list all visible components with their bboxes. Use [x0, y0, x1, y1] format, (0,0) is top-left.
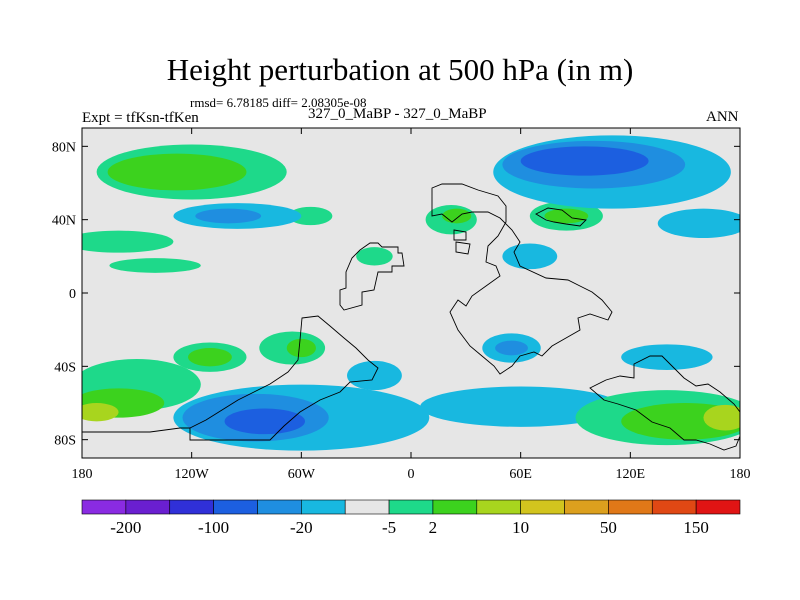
coastline-peninsula	[535, 207, 587, 227]
colorbar-swatch	[564, 499, 609, 515]
x-tick-label: 180	[730, 467, 751, 482]
contour-region	[195, 208, 262, 224]
coastline-south-america	[189, 315, 379, 441]
colorbar-label: -200	[110, 518, 141, 537]
x-tick-label: 60W	[288, 467, 316, 482]
colorbar-label: 50	[600, 518, 617, 537]
colorbar-swatch	[651, 499, 697, 515]
y-tick-label: 40N	[52, 214, 76, 229]
contour-region	[420, 386, 622, 427]
colorbar-swatch	[81, 499, 127, 515]
contour-region	[442, 208, 472, 224]
contour-region	[288, 206, 333, 226]
colorbar-swatch	[432, 499, 478, 515]
contour-region	[495, 340, 528, 356]
colorbar-label: -20	[290, 518, 313, 537]
contour-region	[82, 230, 174, 253]
colorbar-swatch	[344, 499, 390, 515]
contour-region	[286, 338, 316, 358]
coastline-layer	[82, 183, 740, 451]
y-tick-label: 0	[69, 287, 76, 302]
contour-region	[520, 146, 649, 176]
y-tick-label: 80N	[52, 140, 76, 155]
colorbar-label: 150	[683, 518, 709, 537]
y-tick-label: 80S	[54, 434, 76, 449]
contour-region	[109, 258, 201, 273]
case-label: 327_0_MaBP - 327_0_MaBP	[308, 106, 487, 122]
coastline-americas	[339, 242, 405, 311]
x-tick-label: 120W	[175, 467, 210, 482]
x-tick-label: 180	[72, 467, 93, 482]
chart-title: Height perturbation at 500 hPa (in m)	[166, 52, 634, 87]
contour-fill-layer	[82, 135, 740, 451]
colorbar-label: 2	[429, 518, 438, 537]
axis-ticks: 180 120W 60W 0 60E 120E 180 80N 40N 0 40S 80S	[52, 128, 751, 482]
colorbar-swatch	[388, 499, 434, 515]
colorbar-swatch	[608, 499, 653, 515]
contour-region	[703, 404, 740, 431]
stats-text: rmsd= 6.78185 diff= 2.08305e-08	[190, 95, 367, 110]
coastline-europe-africa	[431, 183, 613, 375]
colorbar-swatch	[125, 499, 171, 515]
x-tick-label: 60E	[509, 467, 532, 482]
contour-region	[356, 247, 393, 266]
colorbar: -200 -100 -20 -5 2 10 50 150	[81, 499, 741, 537]
contour-region	[107, 153, 247, 191]
x-tick-label: 120E	[616, 467, 646, 482]
colorbar-swatch	[257, 499, 302, 515]
season-label: ANN	[706, 109, 739, 125]
colorbar-swatch	[301, 499, 346, 515]
colorbar-swatch	[476, 499, 521, 515]
colorbar-swatch	[695, 499, 741, 515]
colorbar-swatch	[213, 499, 258, 515]
colorbar-label: 10	[512, 518, 529, 537]
colorbar-label: -5	[382, 518, 396, 537]
contour-region	[188, 348, 232, 367]
coastline-islands	[82, 229, 471, 433]
coastline-australia	[589, 355, 740, 451]
experiment-label: Expt = tfKsn-tfKen	[82, 110, 199, 126]
contour-region	[657, 208, 740, 238]
contour-region	[544, 208, 589, 224]
x-tick-label: 0	[408, 467, 415, 482]
y-tick-label: 40S	[54, 360, 76, 375]
colorbar-swatch	[520, 499, 565, 515]
colorbar-label: -100	[198, 518, 229, 537]
contour-region	[621, 344, 713, 370]
contour-region	[502, 243, 558, 270]
colorbar-swatch	[169, 499, 214, 515]
contour-region	[82, 403, 119, 422]
contour-region	[224, 408, 305, 435]
